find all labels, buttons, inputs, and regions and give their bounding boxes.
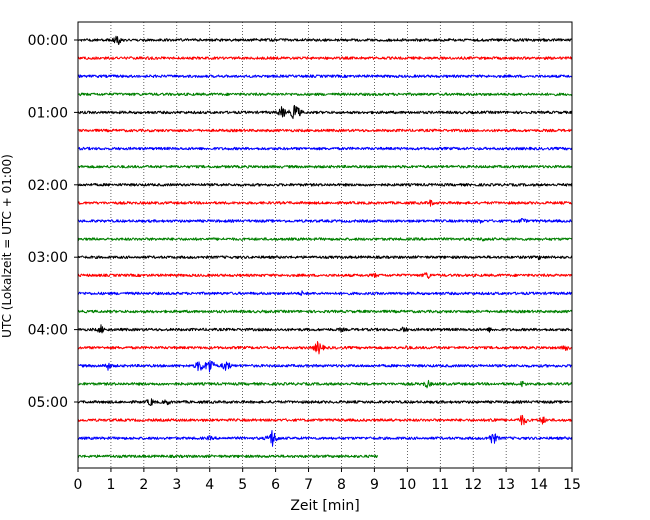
x-tick-label-0: 0 bbox=[74, 477, 83, 493]
trace-row-9 bbox=[77, 199, 573, 207]
trace-row-20 bbox=[77, 398, 573, 406]
trace-row-18 bbox=[78, 360, 573, 373]
trace-row-17 bbox=[77, 341, 573, 355]
x-tick-label-15: 15 bbox=[563, 477, 581, 493]
trace-row-16 bbox=[77, 324, 573, 334]
trace-row-23 bbox=[77, 454, 378, 459]
trace-row-4 bbox=[77, 104, 573, 120]
x-tick-label-11: 11 bbox=[431, 477, 449, 493]
x-tick-label-6: 6 bbox=[271, 477, 280, 493]
x-axis-label: Zeit [min] bbox=[290, 498, 359, 514]
trace-row-21 bbox=[77, 414, 573, 426]
x-tick-label-5: 5 bbox=[238, 477, 247, 493]
trace-row-15 bbox=[77, 309, 573, 314]
y-tick-label-3: 03:00 bbox=[28, 250, 68, 266]
y-tick-label-4: 04:00 bbox=[28, 323, 68, 339]
x-tick-label-7: 7 bbox=[304, 477, 313, 493]
trace-row-13 bbox=[77, 272, 573, 279]
trace-row-12 bbox=[77, 255, 573, 261]
x-tick-label-4: 4 bbox=[205, 477, 214, 493]
trace-row-11 bbox=[77, 237, 573, 242]
trace-row-1 bbox=[77, 56, 573, 60]
trace-row-8 bbox=[77, 183, 573, 187]
seismic-traces bbox=[77, 35, 573, 459]
trace-row-0 bbox=[77, 35, 573, 45]
y-tick-label-2: 02:00 bbox=[28, 178, 68, 194]
x-tick-label-13: 13 bbox=[497, 477, 515, 493]
trace-row-19 bbox=[77, 379, 573, 389]
trace-row-22 bbox=[77, 430, 573, 447]
plot-frame bbox=[77, 21, 573, 469]
y-tick-label-1: 01:00 bbox=[28, 105, 68, 121]
y-tick-label-0: 00:00 bbox=[28, 33, 68, 49]
x-tick-label-14: 14 bbox=[530, 477, 548, 493]
trace-row-5 bbox=[77, 128, 573, 133]
grid-lines bbox=[110, 22, 540, 468]
y-axis: 00:00 01:00 02:00 03:00 04:00 05:00 bbox=[28, 33, 78, 411]
y-axis-label: UTC (Lokalzeit = UTC + 01:00) bbox=[0, 154, 14, 338]
x-tick-label-12: 12 bbox=[464, 477, 482, 493]
trace-row-2 bbox=[77, 74, 573, 78]
x-tick-label-1: 1 bbox=[106, 477, 115, 493]
trace-row-10 bbox=[77, 218, 573, 224]
trace-row-7 bbox=[77, 164, 572, 169]
trace-row-6 bbox=[77, 146, 573, 151]
trace-row-3 bbox=[77, 92, 573, 97]
x-tick-label-2: 2 bbox=[139, 477, 148, 493]
x-tick-label-10: 10 bbox=[398, 477, 416, 493]
x-axis: 0 1 2 3 4 5 6 7 8 9 10 11 12 13 14 15 bbox=[74, 468, 581, 493]
trace-row-14 bbox=[78, 290, 573, 296]
x-tick-label-9: 9 bbox=[370, 477, 379, 493]
x-tick-label-8: 8 bbox=[337, 477, 346, 493]
x-tick-label-3: 3 bbox=[172, 477, 181, 493]
y-tick-label-5: 05:00 bbox=[28, 395, 68, 411]
